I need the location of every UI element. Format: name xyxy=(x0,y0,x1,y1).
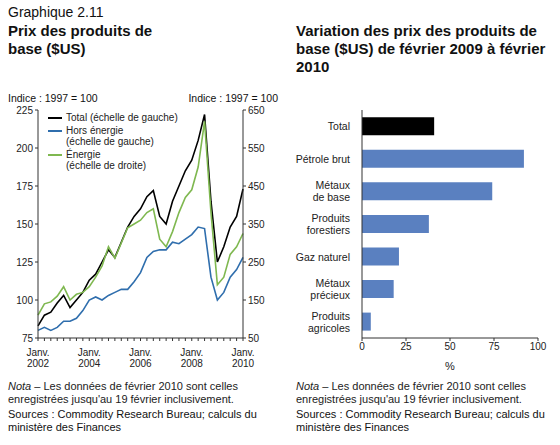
svg-text:Janv.2002: Janv.2002 xyxy=(26,347,49,369)
svg-text:350: 350 xyxy=(248,219,265,230)
svg-text:450: 450 xyxy=(248,181,265,192)
html-text:Variation des prix des produit: Variation des prix des produits de base … xyxy=(296,22,546,75)
html-text:Sources : Commodity Research B: Sources : Commodity Research Bureau; cal… xyxy=(296,408,545,433)
svg-text:Produitsagricoles: Produitsagricoles xyxy=(308,310,350,334)
svg-text:100: 100 xyxy=(530,341,547,352)
svg-text:Janv.2008: Janv.2008 xyxy=(180,347,203,369)
svg-text:25: 25 xyxy=(400,341,412,352)
svg-text:Janv.2004: Janv.2004 xyxy=(78,347,101,369)
svg-text:100: 100 xyxy=(16,295,33,306)
html-text:Nota – Les données de février: Nota – Les données de février 2010 sont … xyxy=(8,380,238,405)
html-text:Hors énergie: Hors énergie xyxy=(66,125,124,136)
svg-text:175: 175 xyxy=(16,181,33,192)
html-text:Indice : 1997 = 100: Indice : 1997 = 100 xyxy=(188,92,278,104)
html-text:Total (échelle de gauche): Total (échelle de gauche) xyxy=(66,112,178,123)
svg-text:75: 75 xyxy=(22,333,34,344)
html-text:Prix des produits de base ($US: Prix des produits de base ($US) xyxy=(8,22,153,57)
svg-text:200: 200 xyxy=(16,143,33,154)
svg-text:150: 150 xyxy=(16,219,33,230)
html-text:Énergie: Énergie xyxy=(66,149,101,160)
svg-text:650: 650 xyxy=(248,105,265,116)
html-text:Sources : Commodity Research B: Sources : Commodity Research Bureau; cal… xyxy=(8,408,257,433)
svg-text:Gaz naturel: Gaz naturel xyxy=(296,251,350,263)
svg-text:150: 150 xyxy=(248,295,265,306)
html-text:Nota – Les données de février: Nota – Les données de février 2010 sont … xyxy=(296,380,526,405)
svg-text:%: % xyxy=(445,360,455,372)
svg-text:125: 125 xyxy=(16,257,33,268)
svg-text:Janv.2006: Janv.2006 xyxy=(129,347,152,369)
svg-text:50: 50 xyxy=(444,341,456,352)
svg-text:Métauxde base: Métauxde base xyxy=(313,179,351,203)
svg-text:0: 0 xyxy=(359,341,365,352)
html-text:Indice : 1997 = 100: Indice : 1997 = 100 xyxy=(8,92,98,104)
svg-text:Pétrole brut: Pétrole brut xyxy=(296,153,350,165)
svg-text:Produitsforestiers: Produitsforestiers xyxy=(307,212,350,236)
svg-text:Janv.2010: Janv.2010 xyxy=(231,347,254,369)
svg-text:Total: Total xyxy=(328,120,350,132)
svg-text:550: 550 xyxy=(248,143,265,154)
svg-text:250: 250 xyxy=(248,257,265,268)
html-text:(échelle de gauche): (échelle de gauche) xyxy=(66,136,154,147)
svg-text:Métauxprécieux: Métauxprécieux xyxy=(310,277,350,301)
svg-text:225: 225 xyxy=(16,105,33,116)
svg-text:75: 75 xyxy=(488,341,500,352)
svg-text:50: 50 xyxy=(248,333,260,344)
html-text:Graphique 2.11: Graphique 2.11 xyxy=(8,4,104,20)
html-text:(échelle de droite): (échelle de droite) xyxy=(66,160,146,171)
